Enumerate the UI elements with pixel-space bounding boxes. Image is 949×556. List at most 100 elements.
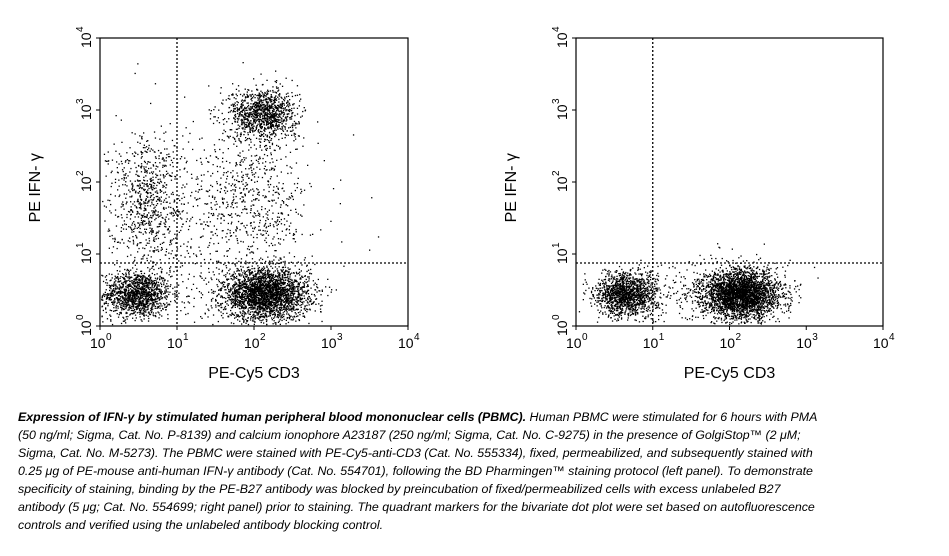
data-point [293,107,295,109]
data-point [230,303,233,305]
data-point [137,301,139,303]
data-point [250,299,252,301]
data-point [121,273,124,275]
data-point [246,283,248,285]
data-point [262,287,265,289]
data-point [125,304,127,306]
data-point [260,99,262,101]
data-point [245,293,247,295]
data-point [117,278,120,280]
data-point [296,273,298,275]
data-point [253,320,255,322]
data-point [276,121,278,123]
data-point [242,280,244,282]
data-point [277,120,279,123]
data-point [298,272,300,274]
data-point [135,290,137,292]
data-point [238,296,240,298]
data-point [290,278,292,280]
data-point [130,298,132,300]
data-point [119,277,121,279]
data-point [140,288,142,291]
data-point [110,293,112,295]
data-point [259,118,261,121]
data-point [264,106,267,108]
data-point [253,281,256,283]
data-point [256,109,258,111]
data-point [280,103,282,105]
data-point [264,134,267,136]
data-point [140,282,142,285]
data-point [281,271,283,273]
data-point [138,292,140,294]
data-point [259,126,262,128]
data-point [163,284,165,286]
data-point [250,120,252,122]
data-point [262,282,264,285]
data-point [281,85,284,87]
data-point [220,87,222,89]
data-point [258,92,260,94]
data-point [299,314,301,316]
data-point [248,270,251,272]
data-point [292,288,294,290]
data-point [218,138,220,141]
data-point [289,283,291,285]
data-point [184,306,186,309]
data-point [228,118,230,120]
data-point [161,297,164,299]
data-point [249,288,252,290]
data-point [258,276,260,278]
data-point [148,295,150,297]
data-point [276,80,278,82]
left-data-points [101,62,380,326]
data-point [125,322,127,324]
data-point [282,299,284,301]
data-point [143,309,145,311]
data-point [266,108,268,110]
data-point [268,315,270,317]
data-point [251,285,254,288]
data-point [270,127,272,129]
data-point [157,277,159,279]
data-point [247,120,250,122]
data-point [156,300,158,303]
data-point [156,293,158,295]
data-point [263,316,266,318]
data-point [198,291,201,293]
data-point [243,125,246,127]
data-point [282,276,284,278]
data-point [232,279,234,281]
data-point [277,128,279,130]
data-point [133,304,135,306]
data-point [145,291,147,293]
data-point [285,300,288,302]
data-point [291,298,294,300]
data-point [263,310,265,312]
data-point [235,289,237,291]
data-point [256,317,258,319]
data-point [248,116,250,118]
data-point [299,304,301,307]
data-point [147,288,150,290]
data-point [296,85,299,87]
data-point [260,277,262,280]
data-point [256,116,258,119]
data-point [260,306,262,308]
data-point [307,297,309,299]
data-point [287,295,290,297]
data-point [256,110,259,112]
data-point [135,308,138,310]
data-point [270,277,273,279]
data-point [234,304,237,306]
data-point [135,317,137,319]
data-point [144,281,146,283]
data-point [265,299,267,302]
data-point [306,304,308,307]
data-point [286,308,288,310]
data-point [296,123,298,125]
data-point [247,89,249,91]
data-point [293,140,295,142]
data-point [259,308,261,310]
data-point [271,276,273,278]
